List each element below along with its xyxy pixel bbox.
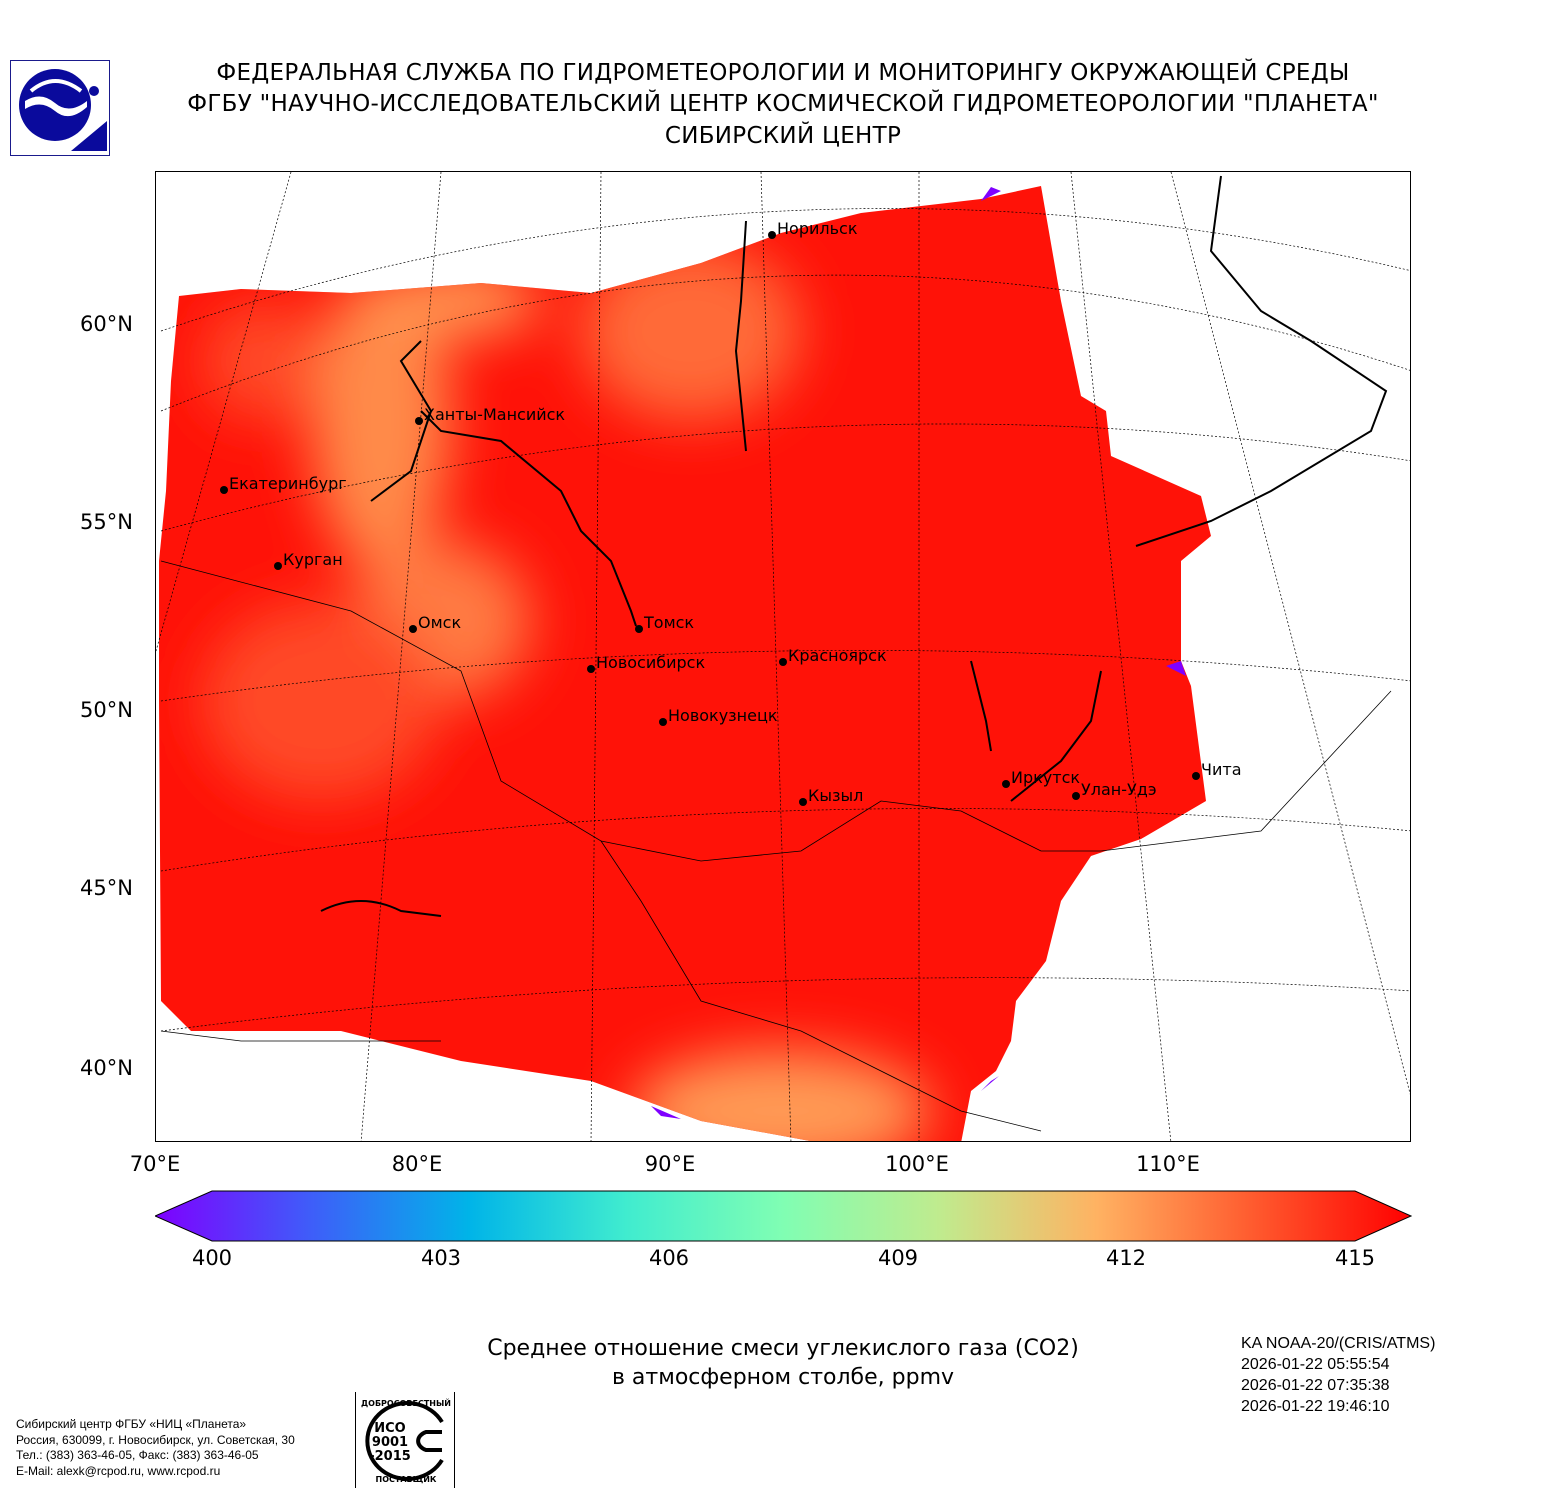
- city-marker: Курган: [274, 550, 343, 570]
- city-marker: Норильск: [768, 219, 858, 239]
- colorbar: [155, 1190, 1412, 1242]
- map-frame: [155, 171, 1411, 1142]
- colorbar-tick: 403: [420, 1246, 462, 1270]
- satellite-name: KA NOAA-20/(CRIS/ATMS): [1241, 1335, 1436, 1352]
- map-caption: Среднее отношение смеси углекислого газа…: [0, 1334, 1550, 1392]
- colorbar-tick: 415: [1334, 1246, 1376, 1270]
- pass-time: 2026-01-22 07:35:38: [1241, 1377, 1390, 1394]
- footer-line: Россия, 630099, г. Новосибирск, ул. Сове…: [16, 1432, 295, 1447]
- city-marker: Екатеринбург: [220, 474, 347, 494]
- contact-footer: Сибирский центр ФГБУ «НИЦ «Планета» Росс…: [16, 1417, 295, 1479]
- svg-text:ПОСТАВЩИК: ПОСТАВЩИК: [376, 1475, 437, 1484]
- city-marker: Чита: [1192, 760, 1242, 780]
- city-marker: Томск: [635, 613, 694, 633]
- header-line-1: ФЕДЕРАЛЬНАЯ СЛУЖБА ПО ГИДРОМЕТЕОРОЛОГИИ …: [216, 60, 1350, 86]
- header-line-2: ФГБУ "НАУЧНО-ИССЛЕДОВАТЕЛЬСКИЙ ЦЕНТР КОС…: [187, 91, 1379, 117]
- satellite-info: KA NOAA-20/(CRIS/ATMS) 2026-01-22 05:55:…: [1241, 1333, 1435, 1417]
- colorbar-scale: [155, 1190, 1412, 1242]
- header-line-3: СИБИРСКИЙ ЦЕНТР: [664, 123, 902, 149]
- city-marker: Иркутск: [1002, 768, 1080, 788]
- lon-label: 70°E: [129, 1152, 181, 1176]
- iso-badge: ДОБРОСОВЕСТНЫЙ ИСО 9001 -2015 ПОСТАВЩИК: [355, 1392, 455, 1488]
- city-marker: Новокузнецк: [659, 706, 778, 726]
- lon-label: 80°E: [391, 1152, 443, 1176]
- borders: [160, 560, 1392, 1132]
- colorbar-tick: 406: [648, 1246, 690, 1270]
- graticule: [156, 172, 1410, 1141]
- planeta-logo: [10, 60, 110, 156]
- co2-anomaly-patches: [201, 241, 931, 1141]
- lon-label: 90°E: [644, 1152, 696, 1176]
- city-marker: Кызыл: [799, 786, 863, 806]
- svg-text:9001: 9001: [372, 1435, 408, 1450]
- svg-text:ДОБРОСОВЕСТНЫЙ: ДОБРОСОВЕСТНЫЙ: [361, 1397, 451, 1408]
- city-marker: Новосибирск: [587, 653, 705, 673]
- lat-label: 55°N: [80, 510, 133, 534]
- city-marker: Ханты-Мансийск: [415, 405, 565, 425]
- map-canvas: [156, 172, 1410, 1141]
- city-marker: Улан-Удэ: [1072, 780, 1157, 800]
- lat-label: 40°N: [80, 1056, 133, 1080]
- lon-label: 100°E: [885, 1152, 949, 1176]
- footer-line: Сибирский центр ФГБУ «НИЦ «Планета»: [16, 1417, 247, 1431]
- lat-label: 50°N: [80, 698, 133, 722]
- caption-line-2: в атмосферном столбе, ppmv: [611, 1365, 955, 1390]
- caption-line-1: Среднее отношение смеси углекислого газа…: [487, 1336, 1079, 1361]
- city-marker: Омск: [409, 613, 461, 633]
- pass-time: 2026-01-22 05:55:54: [1241, 1356, 1390, 1373]
- pass-time: 2026-01-22 19:46:10: [1241, 1398, 1390, 1415]
- svg-text:ИСО: ИСО: [374, 1421, 405, 1436]
- footer-line: E-Mail: alexk@rcpod.ru, www.rcpod.ru: [16, 1463, 221, 1478]
- footer-line: Тел.: (383) 363-46-05, Факс: (383) 363-4…: [16, 1448, 259, 1462]
- svg-text:-2015: -2015: [369, 1449, 411, 1464]
- lat-label: 45°N: [80, 876, 133, 900]
- lat-label: 60°N: [80, 312, 133, 336]
- city-marker: Красноярск: [779, 646, 887, 666]
- colorbar-tick: 400: [191, 1246, 233, 1270]
- rivers-coastlines: [320, 175, 1388, 917]
- colorbar-tick: 412: [1105, 1246, 1147, 1270]
- colorbar-tick: 409: [877, 1246, 919, 1270]
- lon-label: 110°E: [1136, 1152, 1200, 1176]
